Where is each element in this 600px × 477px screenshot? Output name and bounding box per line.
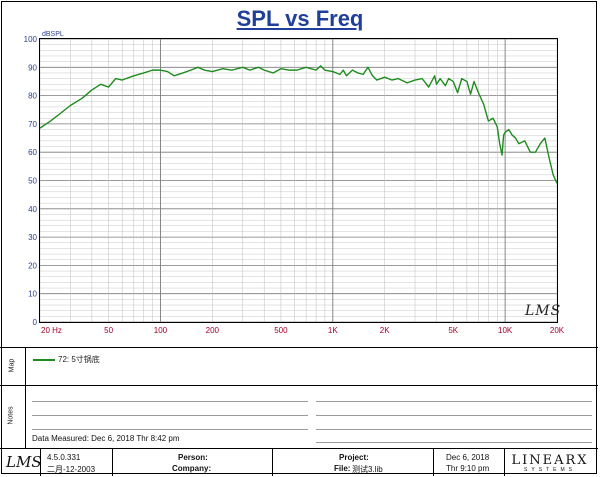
y-tick-label: 50 [28,177,37,186]
footer-divider [504,449,505,476]
chart-title: SPL vs Freq [236,6,364,31]
note-line [316,401,592,402]
x-tick-label: 2K [380,326,390,335]
footer-lms-logo: LMS [6,453,42,471]
y-tick-label: 30 [28,233,37,242]
map-label: Map [8,358,16,373]
notes-label: Notes [7,406,15,425]
note-line [316,415,592,416]
y-tick-label: 60 [28,148,37,157]
notes-divider [25,386,26,449]
footer-version: 4.5.0.331 [47,453,81,462]
legend-entry: 72: 5寸锅底 [58,355,100,364]
x-tick-label: 20 Hz [41,326,62,335]
footer-date: Dec 6, 2018 [446,453,490,462]
x-tick-label: 5K [448,326,458,335]
note-line [316,429,592,430]
footer-divider [272,449,273,476]
legend-swatch [33,359,55,361]
x-tick-label: 1K [328,326,338,335]
footer-company-label: Company: [172,464,212,473]
data-measured: Data Measured: Dec 6, 2018 Thr 8:42 pm [32,434,180,443]
footer-version-date: 二月-12-2003 [47,465,96,474]
chart-grid [39,38,558,323]
note-line [32,401,308,402]
note-line [32,429,308,430]
notes-section: Notes Data Measured: Dec 6, 2018 Thr 8:4… [0,385,598,449]
footer-divider [433,449,434,476]
linearx-brand-sub: SYSTEMS [524,467,576,473]
chart-lms-logo: LMS [525,303,562,319]
footer-divider [112,449,113,476]
x-tick-label: 50 [104,326,113,335]
chart-series [39,65,558,184]
x-tick-label: 10K [498,326,513,335]
note-line [316,442,592,443]
footer-file-label: File: [334,464,351,473]
y-tick-label: 90 [28,63,37,72]
map-divider [25,348,26,386]
chart-ticks: 0 10 20 30 40 50 60 70 80 90 100 20 Hz 50 100 200 500 1K… [24,35,565,335]
plot-frame [39,38,558,323]
x-tick-label: 200 [206,326,220,335]
y-axis-label: dBSPL [42,31,64,38]
footer: LMS 4.5.0.331 二月-12-2003 Person: Company… [0,448,598,476]
x-tick-label: 20K [550,326,565,335]
y-tick-label: 0 [33,318,38,327]
y-tick-label: 80 [28,92,37,101]
x-tick-label: 100 [154,326,168,335]
spl-chart: 0 10 20 30 40 50 60 70 80 90 100 20 Hz 50 100 200 500 1K… [24,31,565,335]
footer-divider [40,449,41,476]
footer-person-label: Person: [178,453,208,462]
footer-project-label: Project: [339,453,369,462]
footer-time: Thr 9:10 pm [446,464,490,473]
y-tick-label: 40 [28,205,37,214]
y-tick-label: 100 [24,35,38,44]
linearx-brand: LINEARX [511,453,589,468]
y-tick-label: 20 [28,261,37,270]
series-line [39,65,558,184]
x-tick-label: 500 [274,326,288,335]
note-line [32,415,308,416]
footer-file-value: 测试3.lib [352,465,383,474]
y-tick-label: 10 [28,290,37,299]
map-section: Map 72: 5寸锅底 [0,347,598,386]
linearx-logo: LINEARX SYSTEMS [506,453,594,473]
y-tick-label: 70 [28,120,37,129]
